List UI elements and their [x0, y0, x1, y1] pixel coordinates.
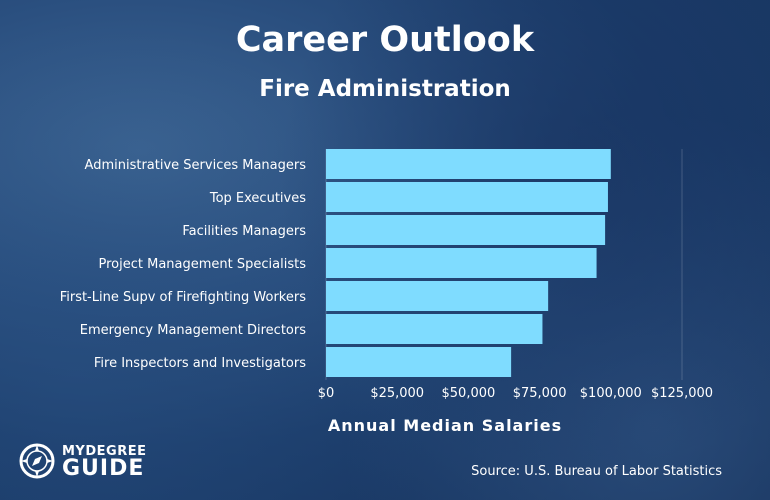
- bar: [326, 314, 543, 344]
- chart-subtitle: Fire Administration: [259, 76, 511, 102]
- logo: MYDEGREE GUIDE: [18, 440, 148, 486]
- x-tick-label: $0: [318, 386, 335, 401]
- source-note: Source: U.S. Bureau of Labor Statistics: [471, 464, 722, 479]
- category-label: Facilities Managers: [182, 224, 306, 239]
- category-label: First-Line Supv of Firefighting Workers: [60, 290, 307, 305]
- logo-text-bottom: GUIDE: [62, 456, 145, 481]
- bar: [326, 182, 608, 212]
- category-label: Top Executives: [209, 191, 306, 206]
- bar: [326, 248, 597, 278]
- bar: [326, 149, 611, 179]
- category-label: Fire Inspectors and Investigators: [94, 356, 306, 371]
- logo-text-top: MYDEGREE: [62, 444, 147, 459]
- bar: [326, 215, 606, 245]
- x-axis-label: Annual Median Salaries: [327, 416, 563, 435]
- x-tick-label: $25,000: [370, 386, 424, 401]
- chart-title: Career Outlook: [235, 20, 535, 60]
- category-label: Emergency Management Directors: [80, 323, 306, 338]
- compass-icon: [19, 443, 55, 479]
- x-tick-label: $125,000: [651, 386, 713, 401]
- bar: [326, 281, 549, 311]
- category-label: Administrative Services Managers: [85, 158, 307, 173]
- x-tick-label: $50,000: [442, 386, 496, 401]
- x-tick-label: $75,000: [513, 386, 567, 401]
- bar: [326, 347, 512, 377]
- category-label: Project Management Specialists: [99, 257, 307, 272]
- x-tick-label: $100,000: [580, 386, 642, 401]
